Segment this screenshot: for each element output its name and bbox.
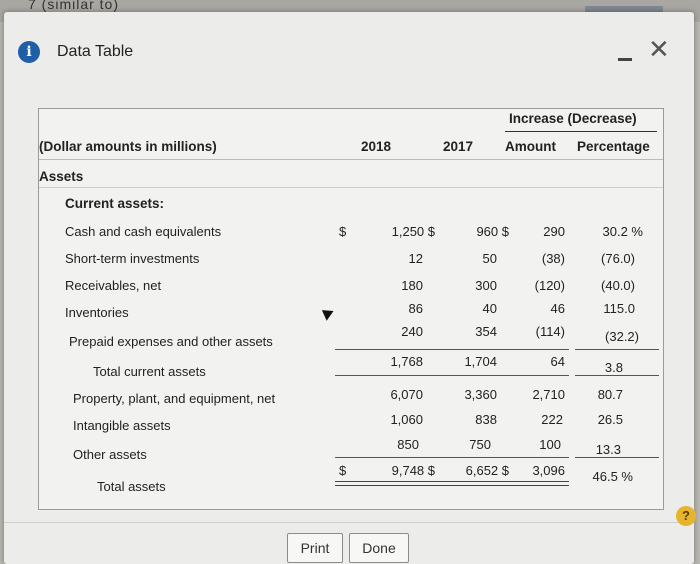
row-label: Property, plant, and equipment, net: [73, 391, 276, 406]
dialog-titlebar: i Data Table ✕: [4, 12, 694, 74]
row-label: Other assets: [73, 447, 147, 462]
total-current-line-2017: [421, 375, 509, 376]
subtotal-line-2018: [335, 457, 425, 458]
value-2018: 240: [401, 324, 423, 339]
row-label: Total assets: [97, 479, 166, 494]
value-2018: 1,250 $: [391, 224, 435, 239]
value-2018: 1,060: [390, 412, 423, 427]
value-2017: 354: [475, 324, 497, 339]
change-amount: 222: [541, 412, 563, 427]
total-double-line-amount: [509, 481, 569, 486]
value-2018: 6,070: [390, 387, 423, 402]
row-label: Short-term investments: [65, 251, 200, 266]
change-amount: (38): [541, 251, 565, 266]
minimize-icon[interactable]: [618, 58, 632, 61]
subtotal-line-percentage: [575, 457, 659, 458]
total-current-line-percentage: [575, 375, 659, 376]
row-label: Receivables, net: [65, 278, 162, 293]
change-percentage: 80.7: [597, 387, 623, 402]
mouse-cursor-icon: [318, 305, 334, 321]
value-2018: 9,748 $: [391, 463, 435, 478]
value-2017: 3,360: [464, 387, 497, 402]
subsection-current-assets: Current assets:: [65, 196, 165, 211]
subtotal-line-amount: [509, 457, 569, 458]
increase-decrease-header: Increase (Decrease): [509, 111, 637, 126]
col-percentage-header: Percentage: [577, 139, 650, 154]
value-2017: 838: [475, 412, 497, 427]
change-percentage: 30.2 %: [602, 224, 643, 239]
change-amount: (114): [535, 324, 565, 339]
currency-sign: $: [339, 224, 347, 239]
row-divider: [39, 187, 663, 188]
currency-sign: $: [339, 463, 347, 478]
col-amount-header: Amount: [505, 139, 556, 154]
change-amount: 100: [539, 437, 561, 452]
total-double-line-2017: [421, 481, 509, 486]
row-label: Prepaid expenses and other assets: [69, 334, 273, 349]
change-amount: 290: [543, 224, 565, 239]
info-icon: i: [18, 41, 40, 63]
dialog-title: Data Table: [57, 43, 134, 60]
section-assets: Assets: [39, 169, 84, 184]
change-percentage: 26.5: [597, 412, 623, 427]
value-2017: 1,704: [464, 354, 497, 369]
change-amount: 3,096: [532, 463, 565, 478]
change-percentage: 115.0: [603, 301, 635, 316]
row-label: Cash and cash equivalents: [65, 224, 222, 239]
total-double-line-2018: [335, 481, 425, 486]
change-percentage: 13.3: [595, 442, 621, 457]
close-icon[interactable]: ✕: [648, 35, 670, 65]
value-2017: 50: [482, 251, 497, 266]
value-2017: 750: [469, 437, 491, 452]
subtotal-line-2018: [335, 349, 425, 350]
footer-separator: [4, 522, 694, 523]
change-amount: 64: [550, 354, 565, 369]
data-table-dialog: i Data Table ✕ Increase (Decrease) (Doll…: [4, 12, 696, 564]
subtotal-line-amount: [509, 349, 569, 350]
value-2018: 1,768: [390, 354, 423, 369]
change-percentage: 3.8: [604, 360, 623, 375]
change-percentage: (40.0): [601, 278, 635, 293]
done-button[interactable]: Done: [349, 533, 409, 563]
change-amount: (120): [534, 278, 565, 293]
value-2018: 180: [401, 278, 423, 293]
value-2017: 960 $: [476, 224, 509, 239]
total-current-line-2018: [335, 375, 425, 376]
value-2018: 86: [408, 301, 423, 316]
data-table: Increase (Decrease) (Dollar amounts in m…: [38, 108, 664, 510]
value-2017: 40: [482, 301, 497, 316]
header-divider: [39, 159, 663, 160]
change-amount: 2,710: [532, 387, 565, 402]
change-percentage: 46.5 %: [592, 469, 633, 484]
row-label: Intangible assets: [73, 418, 171, 433]
value-2017: 300: [475, 278, 497, 293]
subtotal-line-2017: [421, 457, 509, 458]
change-percentage: (32.2): [605, 329, 639, 344]
change-amount: 46: [550, 301, 565, 316]
value-2017: 6,652 $: [465, 463, 509, 478]
change-percentage: (76.0): [601, 251, 635, 266]
header-underline: [505, 131, 657, 132]
value-2018: 12: [408, 251, 423, 266]
total-current-line-amount: [509, 375, 569, 376]
background-tab-title: 7 (similar to): [28, 0, 120, 12]
subtotal-line-2017: [421, 349, 509, 350]
help-icon[interactable]: ?: [676, 506, 696, 526]
col-label-header: (Dollar amounts in millions): [39, 139, 217, 154]
row-label: Inventories: [65, 305, 129, 320]
col-2017-header: 2017: [443, 139, 474, 154]
print-button[interactable]: Print: [287, 533, 343, 563]
value-2018: 850: [397, 437, 419, 452]
col-2018-header: 2018: [361, 139, 392, 154]
row-label: Total current assets: [93, 364, 206, 379]
subtotal-line-percentage: [575, 349, 659, 350]
